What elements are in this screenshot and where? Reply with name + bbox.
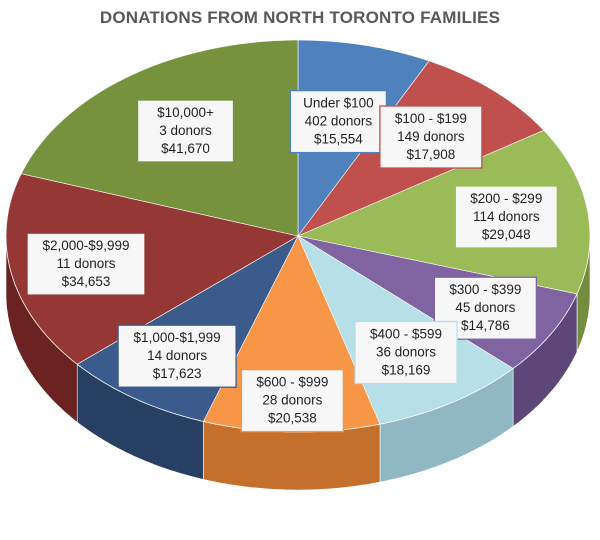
label-box <box>117 324 237 388</box>
label-box <box>136 99 235 163</box>
label-box <box>354 320 458 385</box>
label-label: $1,000-$1,999 <box>134 330 221 345</box>
slice-label-200-299: $200 - $299 114 donors $29,048 <box>454 185 558 249</box>
label-amount: $20,538 <box>268 411 317 426</box>
slice-label-100-199: $100 - $199 149 donors $17,908 <box>379 105 483 169</box>
label-donors: 11 donors <box>56 256 115 271</box>
label-donors: 28 donors <box>262 393 322 408</box>
label-amount: $17,623 <box>153 366 202 381</box>
label-amount: $34,653 <box>62 274 111 289</box>
label-amount: $29,048 <box>482 227 531 242</box>
label-label: $200 - $299 <box>470 191 542 206</box>
label-donors: 3 donors <box>159 123 212 138</box>
slice-label-1-000-1-999: $1,000-$1,999 14 donors $17,623 <box>117 324 237 388</box>
label-box <box>454 185 558 249</box>
label-box <box>240 368 345 433</box>
label-box <box>289 89 388 154</box>
slice-label-under-100: Under $100 402 donors $15,554 <box>289 89 388 154</box>
label-box <box>379 105 483 169</box>
pie-labels: Under $100 402 donors $15,554 $100 - $199 14… <box>26 89 558 433</box>
slice-200-299 <box>297 129 591 295</box>
label-label: $2,000-$9,999 <box>42 238 129 253</box>
slice-label-400-599: $400 - $599 36 donors $18,169 <box>354 320 458 385</box>
label-amount: $14,786 <box>461 318 510 333</box>
label-label: $300 - $399 <box>449 282 521 297</box>
label-amount: $17,908 <box>406 147 455 162</box>
pie-sides <box>5 236 591 491</box>
label-label: $10,000+ <box>157 105 214 120</box>
slice-label-600-999: $600 - $999 28 donors $20,538 <box>240 368 345 433</box>
label-amount: $15,554 <box>314 132 363 147</box>
chart-title: DONATIONS FROM NORTH TORONTO FAMILIES <box>99 8 501 27</box>
label-label: $400 - $599 <box>370 327 442 342</box>
label-amount: $41,670 <box>161 141 210 156</box>
label-label: $600 - $999 <box>256 375 328 390</box>
label-donors: 36 donors <box>376 345 436 360</box>
label-label: $100 - $199 <box>395 111 467 126</box>
label-donors: 402 donors <box>305 114 373 129</box>
label-label: Under $100 <box>303 96 374 111</box>
label-amount: $18,169 <box>382 363 431 378</box>
label-donors: 45 donors <box>455 300 515 315</box>
label-donors: 149 donors <box>397 129 465 144</box>
slice-label-300-399: $300 - $399 45 donors $14,786 <box>433 276 538 340</box>
label-box <box>26 232 146 296</box>
slice-label-2-000-9-999: $2,000-$9,999 11 donors $34,653 <box>26 232 146 296</box>
label-donors: 114 donors <box>473 209 540 224</box>
slice-2-000-9-999 <box>5 173 299 365</box>
label-donors: 14 donors <box>147 348 207 363</box>
slice-label-10-000: $10,000+ 3 donors $41,670 <box>136 99 235 163</box>
